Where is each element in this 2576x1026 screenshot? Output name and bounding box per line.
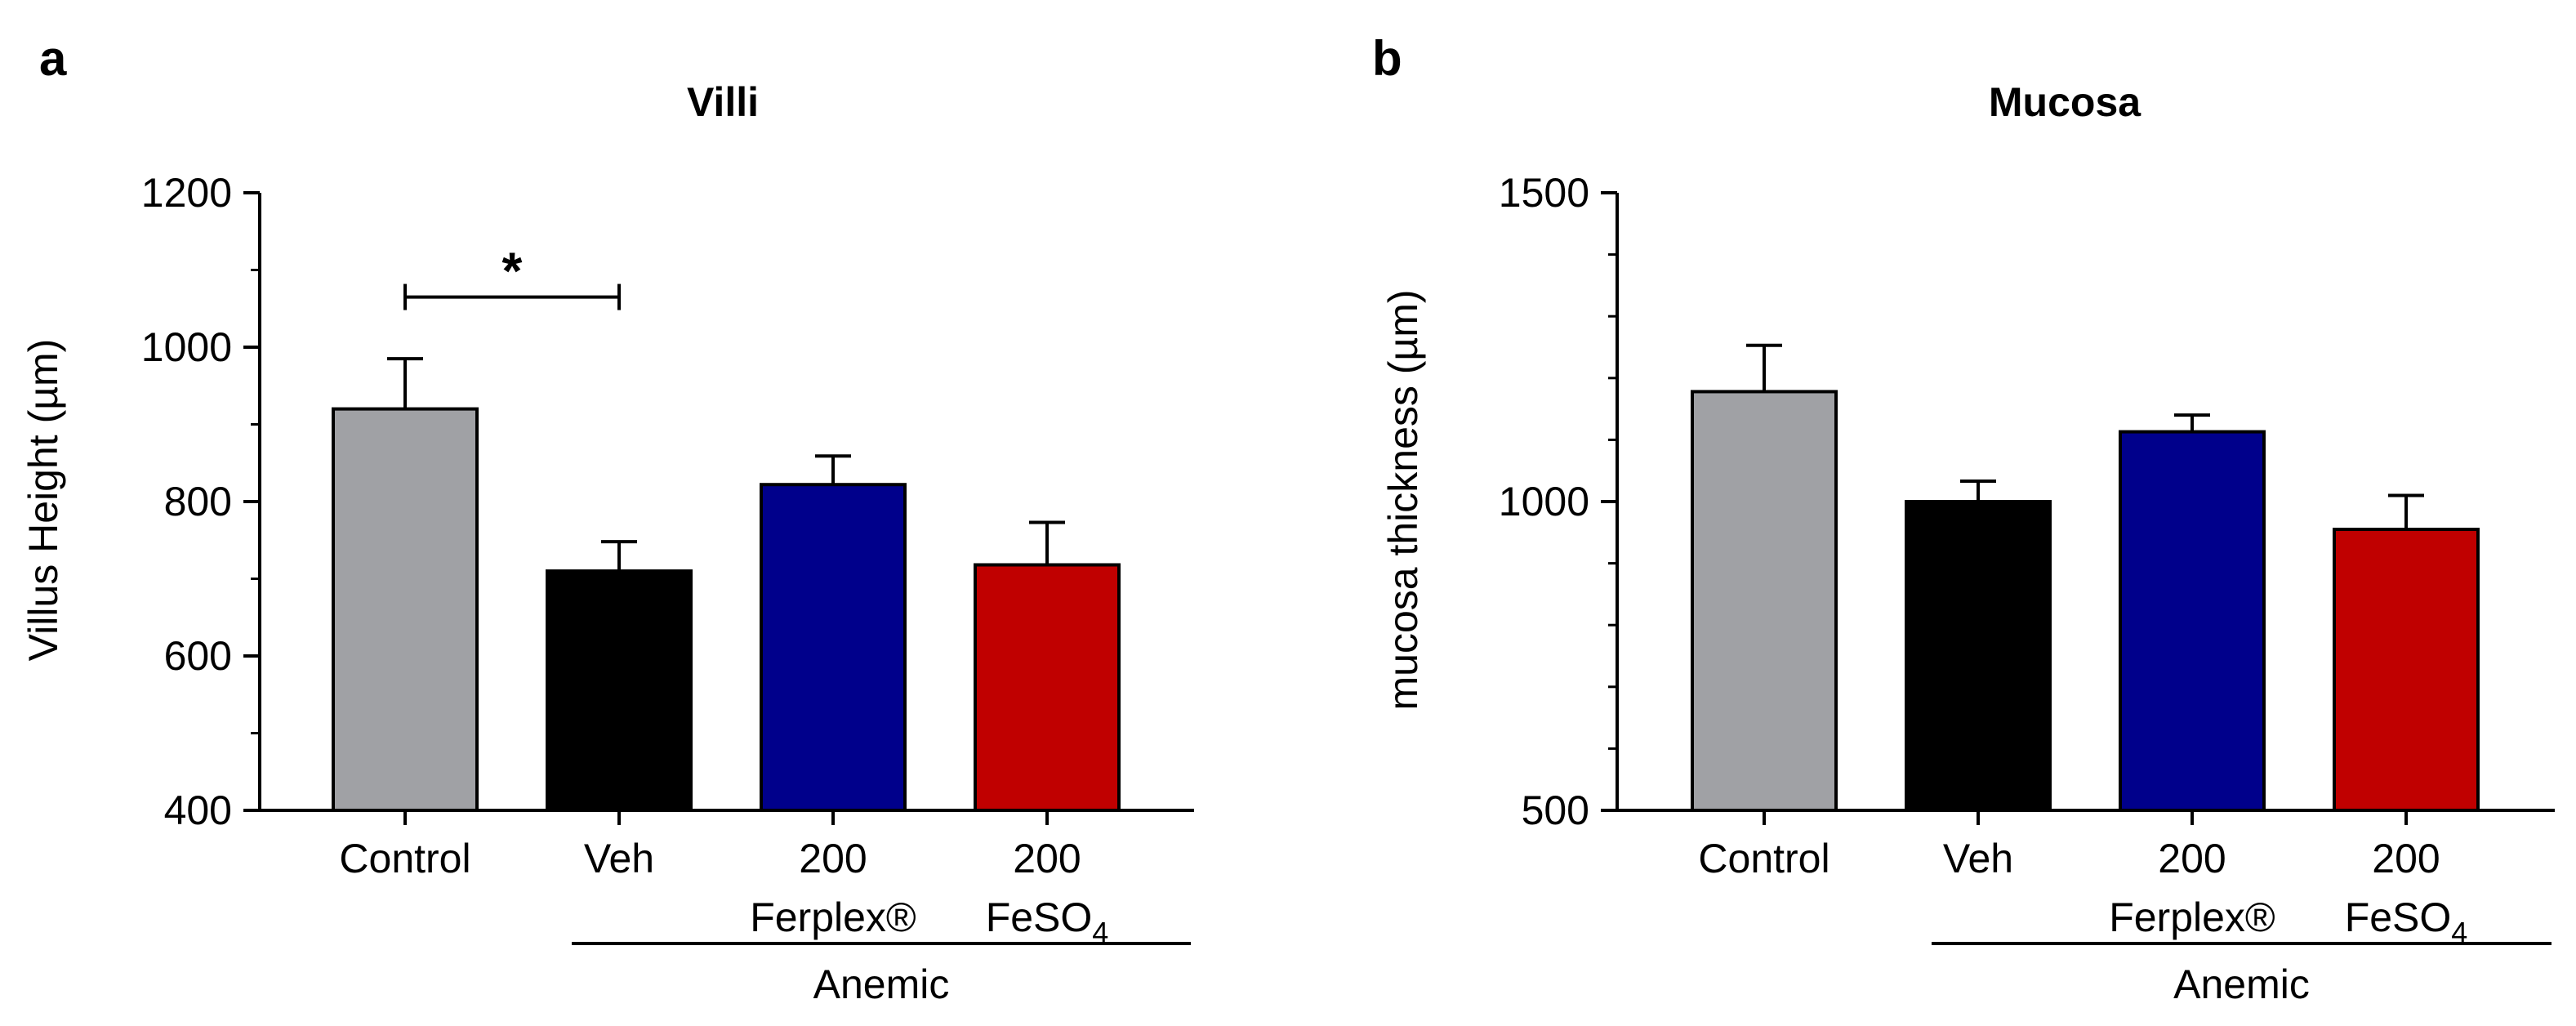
bar-b-1 bbox=[1905, 500, 2052, 812]
group-label-a: Anemic bbox=[813, 961, 950, 1007]
plot-area-b: 500 1000 1500 Control Veh 200 Ferplex® 200 FeSO4… bbox=[1499, 170, 2555, 1007]
category-label-b-0: Control bbox=[1698, 836, 1829, 881]
y-tick-label-b: 500 bbox=[1522, 787, 1589, 833]
plot-area-a: 400 600 800 1000 1200 Control Veh 200 Ferplex® 20… bbox=[141, 170, 1194, 1007]
y-axis-label-b: mucosa thickness (µm) bbox=[1380, 289, 1426, 710]
panel-letter-b: b bbox=[1372, 31, 1402, 86]
y-tick-label-a: 600 bbox=[164, 633, 232, 679]
bar-a-0 bbox=[332, 407, 479, 812]
category-label-b-1: Veh bbox=[1943, 836, 2013, 881]
panel-b: b Mucosa mucosa thickness (µm) 500 1000 15… bbox=[1372, 31, 2555, 1007]
y-tick-label-a: 400 bbox=[164, 787, 232, 833]
bar-b-0 bbox=[1691, 390, 1838, 812]
category-label-b-2: 200 bbox=[2158, 836, 2226, 881]
category-label-a-3: 200 bbox=[1013, 836, 1081, 881]
chart-title-b: Mucosa bbox=[1989, 79, 2141, 125]
y-tick-label-a: 1200 bbox=[141, 170, 232, 216]
bar-b-2 bbox=[2119, 430, 2266, 813]
category-label-a-0: Control bbox=[339, 836, 470, 881]
bar-a-3 bbox=[974, 563, 1121, 812]
bar-a-2 bbox=[760, 483, 907, 813]
group-label-b: Anemic bbox=[2173, 961, 2310, 1007]
category-label-b-3: 200 bbox=[2372, 836, 2440, 881]
panel-a: a Villi Villus Height (µm) 400 600 800 1000… bbox=[20, 31, 1194, 1007]
chart-title-a: Villi bbox=[687, 79, 759, 125]
category-sublabel-a-3: FeSO4 bbox=[986, 894, 1109, 949]
significance-label-a: * bbox=[502, 242, 523, 301]
y-tick-label-a: 1000 bbox=[141, 324, 232, 370]
category-label-a-1: Veh bbox=[584, 836, 654, 881]
y-tick-label-b: 1500 bbox=[1499, 170, 1589, 216]
category-sublabel-a-2: Ferplex® bbox=[750, 894, 916, 940]
bar-b-3 bbox=[2333, 528, 2480, 813]
panel-letter-a: a bbox=[39, 31, 67, 86]
y-axis-label-a: Villus Height (µm) bbox=[20, 339, 66, 662]
subscript: 4 bbox=[2451, 916, 2467, 949]
category-sublabel-b-3: FeSO4 bbox=[2345, 894, 2468, 949]
bar-a-1 bbox=[546, 569, 693, 812]
y-tick-label-a: 800 bbox=[164, 479, 232, 524]
category-sublabel-b-2: Ferplex® bbox=[2109, 894, 2275, 940]
subscript: 4 bbox=[1092, 916, 1108, 949]
category-label-a-2: 200 bbox=[799, 836, 867, 881]
y-tick-label-b: 1000 bbox=[1499, 479, 1589, 524]
